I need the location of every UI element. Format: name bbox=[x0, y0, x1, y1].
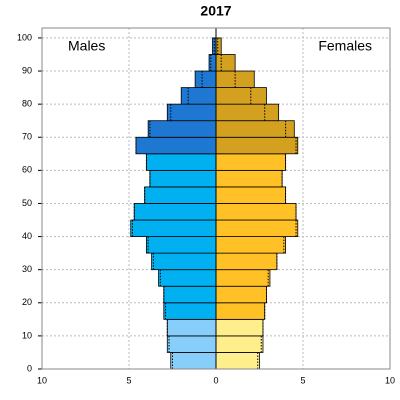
bar bbox=[133, 203, 217, 221]
bar bbox=[166, 335, 217, 353]
bar bbox=[215, 70, 255, 88]
bar bbox=[215, 236, 286, 254]
bar bbox=[212, 37, 217, 55]
plot-frame bbox=[41, 27, 391, 370]
bar bbox=[215, 153, 286, 171]
legend-label: Males bbox=[68, 38, 105, 54]
bar bbox=[208, 54, 217, 72]
bar bbox=[215, 352, 260, 370]
bar bbox=[151, 252, 217, 271]
y-tick-label: 0 bbox=[27, 363, 32, 373]
bar bbox=[215, 285, 267, 304]
bar bbox=[215, 269, 271, 287]
y-tick-label: 80 bbox=[22, 99, 32, 109]
y-tick-label: 50 bbox=[22, 198, 32, 208]
bar bbox=[163, 285, 217, 304]
bar bbox=[215, 186, 286, 204]
bar bbox=[170, 352, 217, 370]
bar bbox=[215, 54, 236, 72]
y-tick-label: 90 bbox=[22, 65, 32, 75]
bar bbox=[194, 70, 217, 88]
chart-title: 2017 bbox=[200, 3, 231, 19]
bar bbox=[215, 136, 299, 155]
bar bbox=[215, 37, 222, 55]
y-tick-label: 30 bbox=[22, 264, 32, 274]
bar bbox=[149, 169, 217, 188]
bar bbox=[145, 153, 217, 171]
bar bbox=[215, 219, 299, 237]
bar bbox=[163, 302, 217, 320]
y-tick-label: 60 bbox=[22, 165, 32, 175]
bar bbox=[135, 136, 217, 155]
legend-label: Females bbox=[318, 38, 372, 54]
bar bbox=[215, 169, 283, 188]
bar bbox=[166, 103, 217, 122]
x-tick-label: 0 bbox=[213, 375, 218, 385]
x-tick-label: 10 bbox=[385, 375, 395, 385]
y-tick-label: 40 bbox=[22, 231, 32, 241]
bar bbox=[158, 269, 217, 287]
bar bbox=[180, 87, 217, 105]
y-tick-label: 70 bbox=[22, 132, 32, 142]
bar bbox=[215, 87, 267, 105]
bar bbox=[147, 120, 217, 138]
bar bbox=[144, 186, 217, 204]
bar bbox=[145, 236, 217, 254]
y-tick-label: 10 bbox=[22, 330, 32, 340]
x-tick-label: 5 bbox=[300, 375, 305, 385]
bar bbox=[215, 302, 266, 320]
bar bbox=[215, 318, 264, 337]
bar bbox=[130, 219, 217, 237]
bar bbox=[215, 103, 280, 122]
x-tick-label: 10 bbox=[37, 375, 47, 385]
y-tick-label: 100 bbox=[17, 32, 32, 42]
x-tick-label: 5 bbox=[126, 375, 131, 385]
bar bbox=[215, 252, 278, 271]
bar bbox=[215, 120, 295, 138]
bar bbox=[215, 203, 297, 221]
y-tick-label: 20 bbox=[22, 297, 32, 307]
bar bbox=[166, 318, 217, 337]
bar bbox=[215, 335, 264, 353]
